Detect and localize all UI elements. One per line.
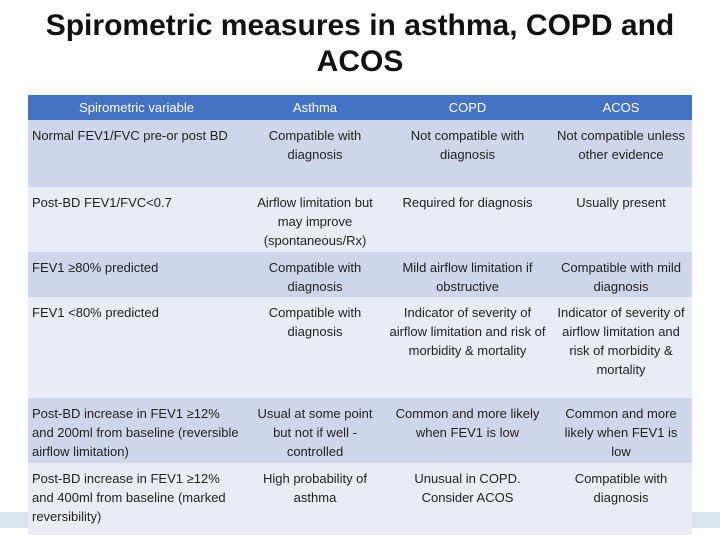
table-cell: FEV1 ≥80% predicted bbox=[28, 252, 245, 297]
table-cell: Common and more likely when FEV1 is low bbox=[550, 398, 692, 463]
table-row: FEV1 ≥80% predicted Compatible with diagn… bbox=[28, 252, 692, 297]
table-row: Post-BD increase in FEV1 ≥12% and 200ml … bbox=[28, 398, 692, 463]
table-row: Normal FEV1/FVC pre-or post BD Compatible… bbox=[28, 120, 692, 187]
table-cell: Unusual in COPD. Consider ACOS bbox=[385, 463, 550, 535]
table-cell: Not compatible with diagnosis bbox=[385, 120, 550, 187]
table-cell: Indicator of severity of airflow limitat… bbox=[550, 297, 692, 398]
table-cell: Compatible with diagnosis bbox=[245, 297, 385, 398]
header-cell: Spirometric variable bbox=[28, 95, 245, 120]
header-row: Spirometric variable Asthma COPD ACOS bbox=[28, 95, 692, 120]
decor-strip bbox=[0, 512, 28, 528]
table-cell: Not compatible unless other evidence bbox=[550, 120, 692, 187]
table-cell: Post-BD increase in FEV1 ≥12% and 200ml … bbox=[28, 398, 245, 463]
slide-title: Spirometric measures in asthma, COPD and… bbox=[45, 9, 675, 78]
table-cell: Compatible with mild diagnosis bbox=[550, 252, 692, 297]
table-cell: Compatible with diagnosis bbox=[245, 252, 385, 297]
table-cell: Airflow limitation but may improve (spon… bbox=[245, 187, 385, 252]
table-cell: Usual at some point but not if well -con… bbox=[245, 398, 385, 463]
decor-strip bbox=[692, 512, 720, 528]
table-cell: High probability of asthma bbox=[245, 463, 385, 535]
table-row: FEV1 <80% predicted Compatible with diagn… bbox=[28, 297, 692, 398]
table-cell: Mild airflow limitation if obstructive bbox=[385, 252, 550, 297]
table-row: Post-BD increase in FEV1 ≥12% and 400ml … bbox=[28, 463, 692, 535]
table-row: Post-BD FEV1/FVC<0.7 Airflow limitation b… bbox=[28, 187, 692, 252]
table-cell: Post-BD increase in FEV1 ≥12% and 400ml … bbox=[28, 463, 245, 535]
comparison-table: Spirometric variable Asthma COPD ACOS Norma… bbox=[28, 95, 692, 535]
table-cell: Compatible with diagnosis bbox=[550, 463, 692, 535]
table-cell: Usually present bbox=[550, 187, 692, 252]
table-cell: Required for diagnosis bbox=[385, 187, 550, 252]
table-body: Normal FEV1/FVC pre-or post BD Compatible… bbox=[28, 120, 692, 535]
header-cell: ACOS bbox=[550, 95, 692, 120]
table-cell: Normal FEV1/FVC pre-or post BD bbox=[28, 120, 245, 187]
table-cell: Post-BD FEV1/FVC<0.7 bbox=[28, 187, 245, 252]
table-cell: Indicator of severity of airflow limitat… bbox=[385, 297, 550, 398]
table-cell: FEV1 <80% predicted bbox=[28, 297, 245, 398]
header-cell: Asthma bbox=[245, 95, 385, 120]
header-cell: COPD bbox=[385, 95, 550, 120]
table-cell: Common and more likely when FEV1 is low bbox=[385, 398, 550, 463]
table-cell: Compatible with diagnosis bbox=[245, 120, 385, 187]
